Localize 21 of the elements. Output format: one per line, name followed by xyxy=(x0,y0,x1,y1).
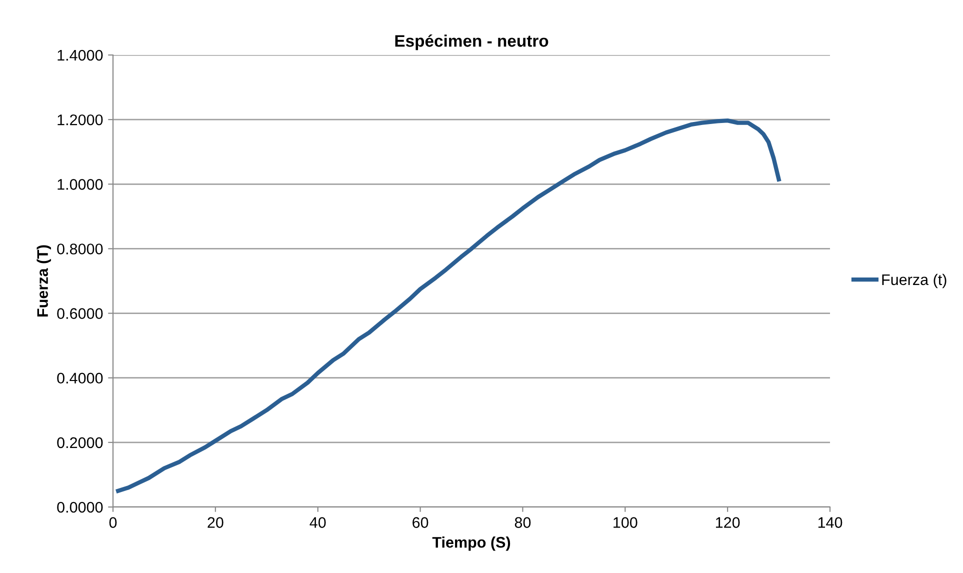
x-tick-label: 140 xyxy=(818,517,842,528)
x-tick-label: 60 xyxy=(412,517,428,528)
x-tick-label: 100 xyxy=(614,517,638,528)
chart-title: Espécimen - neutro xyxy=(395,34,548,50)
y-tick-label: 0.0000 xyxy=(57,502,103,513)
y-tick-label: 0.6000 xyxy=(57,308,103,319)
x-tick-label: 0 xyxy=(109,517,117,528)
x-tick-label: 80 xyxy=(514,517,531,528)
y-tick-label: 0.4000 xyxy=(57,372,103,384)
x-tick-label: 40 xyxy=(310,517,326,528)
x-tick-label: 20 xyxy=(208,517,224,528)
legend-label: Fuerza (t) xyxy=(882,274,946,288)
y-tick-label: 1.2000 xyxy=(58,114,103,126)
x-axis-title: Tiempo (S) xyxy=(432,536,510,551)
y-tick-label: 1.4000 xyxy=(58,50,103,61)
y-tick-label: 1.0000 xyxy=(58,179,103,190)
y-tick-label: 0.8000 xyxy=(57,244,103,254)
y-tick-label: 0.2000 xyxy=(57,437,103,448)
line-series xyxy=(116,118,781,493)
y-axis-title: Fuerza (T) xyxy=(36,245,51,316)
x-tick-label: 120 xyxy=(716,517,740,528)
